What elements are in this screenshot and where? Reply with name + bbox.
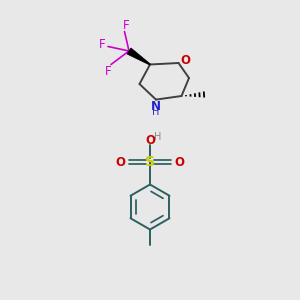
Text: F: F	[105, 64, 111, 78]
Text: N: N	[151, 100, 161, 113]
Text: O: O	[145, 134, 155, 148]
Text: O: O	[174, 155, 184, 169]
Text: H: H	[152, 107, 160, 117]
Text: O: O	[116, 155, 126, 169]
Text: S: S	[145, 155, 155, 169]
Text: O: O	[180, 54, 190, 67]
Polygon shape	[127, 48, 150, 65]
Text: H: H	[154, 131, 161, 142]
Text: F: F	[99, 38, 105, 52]
Text: F: F	[123, 19, 129, 32]
